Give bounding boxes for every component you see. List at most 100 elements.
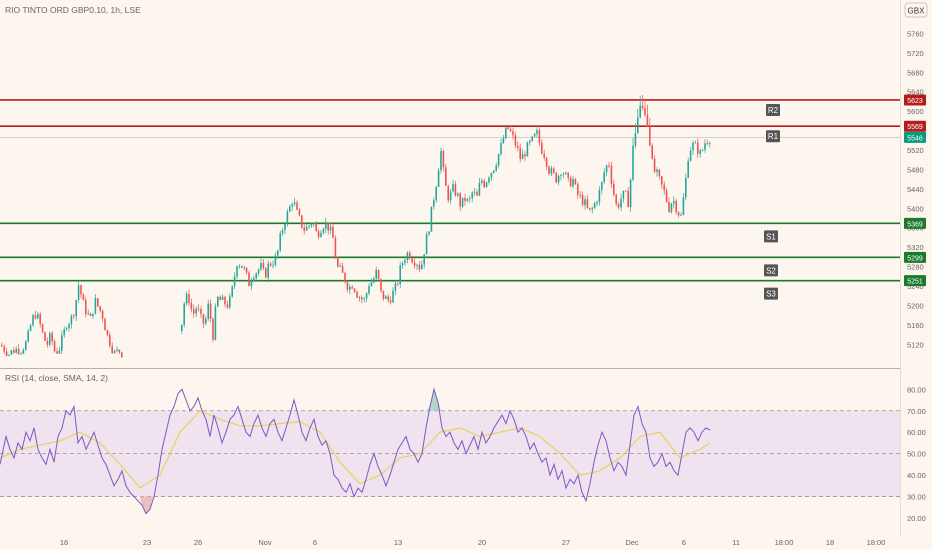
candle-body [349, 286, 351, 290]
candle-body [296, 202, 298, 210]
candle-body [44, 332, 46, 341]
level-name-s2: S2 [766, 266, 776, 275]
candle-body [505, 127, 507, 139]
candle-body [656, 169, 658, 172]
rsi-tick-label: 30.00 [907, 493, 926, 502]
level-name-box [766, 130, 780, 143]
candle-body [488, 177, 490, 183]
candle-body [596, 201, 598, 204]
candle-body [308, 225, 310, 227]
price-tick-label: 5680 [907, 68, 924, 77]
rsi-tick-label: 50.00 [907, 450, 926, 459]
candle-body [620, 198, 622, 208]
candle-body [665, 190, 668, 202]
candle-body [641, 105, 644, 109]
candle-body [670, 203, 673, 213]
candle-body [430, 206, 433, 232]
rsi-series [0, 387, 711, 515]
rsi-sma-line [0, 410, 711, 489]
candle-body [325, 222, 327, 229]
candle-body [27, 330, 29, 342]
price-tick-label: 5760 [907, 29, 924, 38]
time-tick-label: 20 [478, 538, 486, 547]
candle-body [351, 286, 353, 289]
rsi-tick-label: 80.00 [907, 385, 926, 394]
candle-body [644, 108, 646, 115]
candle-body [382, 290, 385, 299]
candle-body [185, 293, 188, 304]
candle-body [685, 177, 687, 198]
candle-body [502, 138, 505, 144]
candle-body [97, 298, 99, 307]
candle-body [34, 315, 37, 319]
candle-body [337, 258, 339, 267]
candle-body [495, 165, 497, 171]
current-price-value: 5546 [907, 135, 923, 142]
candle-body [589, 207, 591, 210]
candle-body [452, 184, 454, 192]
candle-body [625, 190, 627, 192]
rsi-title: RSI (14, close, SMA, 14, 2) [5, 373, 108, 383]
candle-body [190, 303, 193, 310]
level-name-r2: R2 [768, 106, 779, 115]
candle-body [605, 165, 608, 173]
candle-body [409, 252, 411, 259]
level-tag-value: 5299 [907, 255, 923, 262]
candle-body [73, 315, 75, 317]
candle-body [200, 309, 202, 315]
candle-body [442, 151, 445, 168]
candle-body [593, 203, 596, 209]
time-tick-label: 6 [313, 538, 317, 547]
candle-body [277, 250, 279, 256]
rsi-axis[interactable]: 20.00 30.00 40.00 50.00 60.00 70.00 80.00 [907, 385, 926, 523]
candle-body [195, 308, 197, 314]
candle-body [617, 204, 620, 208]
candle-body [569, 177, 572, 187]
time-tick-label: 6 [682, 538, 686, 547]
candle-body [397, 283, 399, 285]
candle-body [41, 324, 44, 333]
candle-body [183, 303, 185, 325]
candle-body [531, 136, 533, 141]
candle-body [272, 265, 274, 266]
time-tick-label: Dec [625, 538, 639, 547]
candle-body [25, 341, 27, 350]
candle-body [29, 325, 32, 331]
time-tick-label: 16 [60, 538, 68, 547]
candle-body [111, 346, 113, 353]
candle-body [653, 158, 656, 172]
candle-body [363, 298, 365, 300]
candle-body [649, 126, 651, 146]
candle-body [289, 206, 291, 212]
candle-body [116, 349, 118, 351]
candle-body [608, 165, 610, 167]
candle-body [577, 184, 579, 195]
support-resistance-levels [0, 99, 900, 282]
candle-body [449, 191, 452, 201]
candle-body [233, 276, 236, 287]
candle-body [317, 231, 320, 238]
time-axis[interactable]: 16 23 26 Nov 6 13 20 27 Dec 6 11 18:00 18 18:00 [60, 538, 886, 547]
candle-body [63, 329, 65, 336]
candle-body [380, 278, 382, 291]
candle-body [94, 298, 97, 314]
candle-body [413, 262, 416, 266]
time-tick-label: Nov [258, 538, 272, 547]
time-tick-label: 26 [194, 538, 202, 547]
candle-body [332, 226, 334, 239]
candle-body [433, 200, 435, 207]
price-tick-label: 5440 [907, 185, 924, 194]
candle-body [85, 300, 87, 314]
candle-body [565, 172, 567, 175]
currency-button[interactable]: GBX [904, 2, 928, 18]
level-tag-r1 [904, 120, 926, 132]
current-price-tag [904, 131, 926, 143]
candle-body [497, 154, 500, 166]
candle-body [694, 142, 697, 144]
candle-body [603, 172, 605, 182]
candle-body [87, 313, 89, 315]
currency-label: GBX [908, 7, 926, 16]
candle-body [231, 286, 233, 297]
price-tick-label: 5160 [907, 321, 924, 330]
